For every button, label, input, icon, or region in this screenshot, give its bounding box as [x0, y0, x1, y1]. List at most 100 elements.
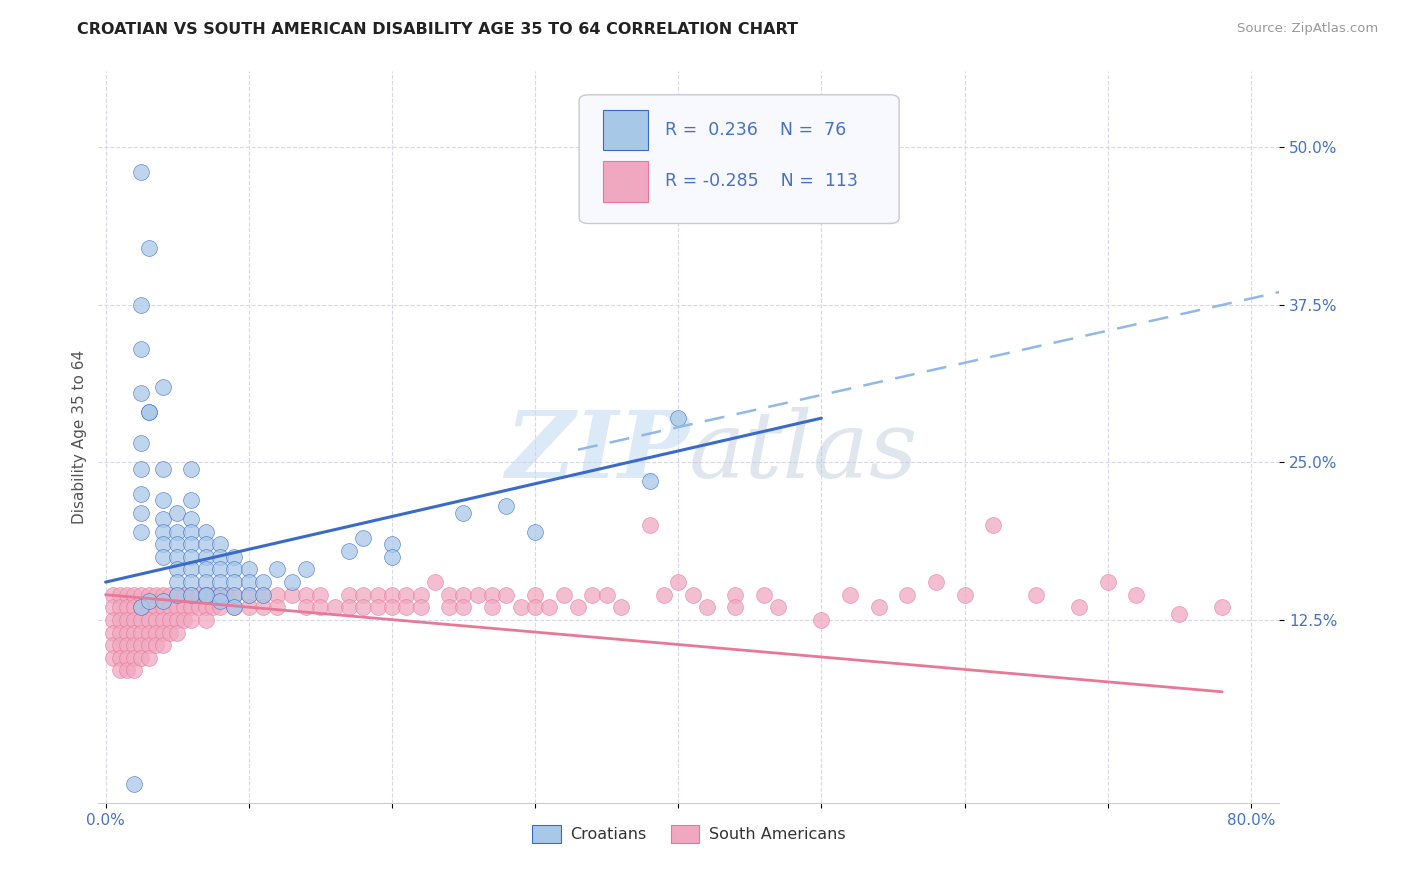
Point	[108, 625, 131, 640]
Point	[724, 600, 747, 615]
Point	[381, 600, 404, 615]
Point	[696, 600, 718, 615]
Point	[152, 379, 174, 393]
Point	[953, 588, 976, 602]
Point	[180, 512, 202, 526]
Point	[666, 575, 689, 590]
Point	[266, 600, 288, 615]
Point	[367, 600, 389, 615]
Point	[159, 625, 181, 640]
Point	[180, 588, 202, 602]
Point	[217, 588, 239, 602]
Point	[409, 588, 432, 602]
Point	[252, 588, 274, 602]
Point	[224, 600, 246, 615]
Point	[131, 506, 153, 520]
Point	[638, 518, 661, 533]
FancyBboxPatch shape	[579, 95, 900, 224]
Point	[138, 650, 160, 665]
Point	[180, 549, 202, 564]
Point	[437, 588, 460, 602]
Point	[131, 436, 153, 450]
Point	[180, 493, 202, 508]
Point	[224, 588, 246, 602]
Point	[381, 549, 404, 564]
Point	[173, 588, 195, 602]
Point	[115, 664, 138, 678]
Point	[131, 600, 153, 615]
Point	[367, 588, 389, 602]
Point	[524, 600, 547, 615]
Point	[252, 588, 274, 602]
Point	[122, 625, 145, 640]
Point	[201, 600, 224, 615]
Point	[131, 625, 153, 640]
Point	[122, 600, 145, 615]
Point	[437, 600, 460, 615]
Point	[173, 613, 195, 627]
Point	[224, 575, 246, 590]
Point	[145, 613, 167, 627]
Point	[138, 594, 160, 608]
Point	[122, 650, 145, 665]
Point	[495, 588, 517, 602]
Point	[209, 549, 232, 564]
Point	[152, 594, 174, 608]
Point	[152, 588, 174, 602]
Point	[567, 600, 589, 615]
Point	[481, 588, 503, 602]
Point	[194, 524, 217, 539]
Point	[209, 588, 232, 602]
Point	[509, 600, 531, 615]
Point	[352, 600, 374, 615]
Point	[131, 600, 153, 615]
Point	[323, 600, 346, 615]
Point	[145, 638, 167, 652]
Point	[152, 600, 174, 615]
Point	[108, 664, 131, 678]
Text: CROATIAN VS SOUTH AMERICAN DISABILITY AGE 35 TO 64 CORRELATION CHART: CROATIAN VS SOUTH AMERICAN DISABILITY AG…	[77, 22, 799, 37]
Point	[453, 600, 475, 615]
Point	[581, 588, 603, 602]
Point	[423, 575, 446, 590]
Point	[538, 600, 561, 615]
Point	[194, 588, 217, 602]
Point	[295, 588, 318, 602]
Point	[187, 588, 209, 602]
Point	[108, 588, 131, 602]
Point	[138, 625, 160, 640]
Point	[152, 613, 174, 627]
Point	[194, 575, 217, 590]
Point	[337, 600, 360, 615]
Point	[209, 588, 232, 602]
Point	[925, 575, 948, 590]
Point	[166, 588, 188, 602]
Point	[101, 588, 124, 602]
Point	[280, 575, 302, 590]
Point	[108, 600, 131, 615]
Point	[131, 524, 153, 539]
Point	[101, 625, 124, 640]
Point	[138, 638, 160, 652]
Point	[131, 650, 153, 665]
Point	[194, 588, 217, 602]
Point	[266, 562, 288, 576]
Point	[101, 638, 124, 652]
Point	[152, 524, 174, 539]
Text: ZIP: ZIP	[505, 407, 689, 497]
Point	[152, 493, 174, 508]
Point	[610, 600, 633, 615]
Point	[238, 588, 260, 602]
Point	[108, 638, 131, 652]
Point	[666, 411, 689, 425]
Point	[180, 575, 202, 590]
Point	[131, 298, 153, 312]
Point	[1168, 607, 1191, 621]
Point	[166, 506, 188, 520]
Point	[122, 638, 145, 652]
Point	[166, 600, 188, 615]
Point	[194, 549, 217, 564]
Point	[166, 562, 188, 576]
Point	[1125, 588, 1147, 602]
Point	[337, 588, 360, 602]
